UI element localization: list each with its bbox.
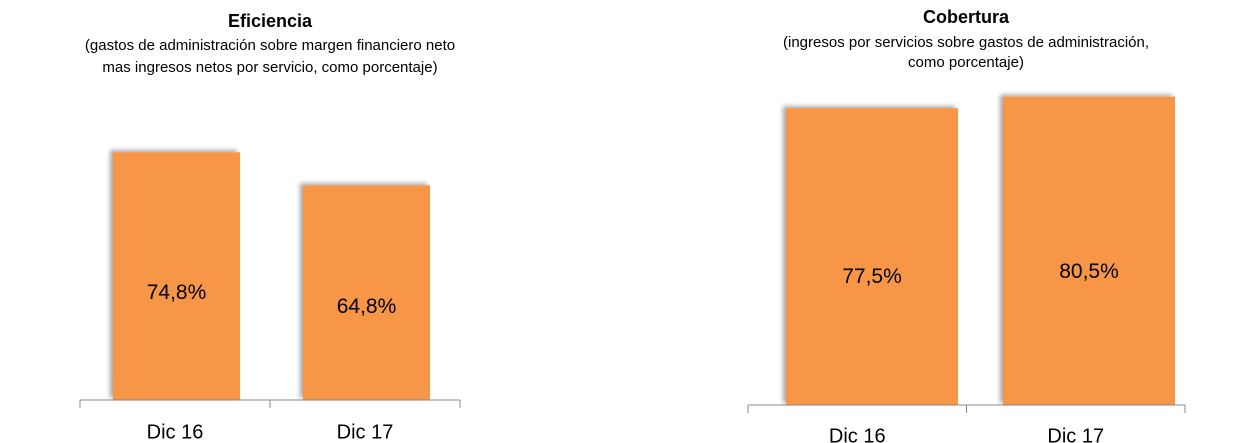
- bar: [113, 152, 240, 400]
- x-tick-label: Dic 17: [337, 421, 394, 443]
- x-tick-label: Dic 17: [1047, 425, 1104, 443]
- x-tick-label: Dic 16: [147, 421, 204, 443]
- chart-subtitle: (ingresos por servicios sobre gastos de …: [783, 34, 1149, 51]
- value-label: 77,5%: [842, 265, 902, 288]
- chart-subtitle: como porcentaje): [908, 54, 1024, 71]
- bar: [786, 108, 958, 406]
- x-tick-label: Dic 16: [829, 425, 886, 443]
- value-label: 74,8%: [147, 281, 207, 304]
- value-label: 80,5%: [1059, 260, 1119, 283]
- bar: [1003, 96, 1175, 406]
- chart-title: Eficiencia: [228, 11, 313, 31]
- value-label: 64,8%: [337, 295, 397, 318]
- chart-title: Cobertura: [923, 7, 1010, 27]
- bar: [303, 185, 430, 400]
- chart-subtitle: mas ingresos netos por servicio, como po…: [102, 59, 437, 76]
- chart-subtitle: (gastos de administración sobre margen f…: [85, 37, 455, 54]
